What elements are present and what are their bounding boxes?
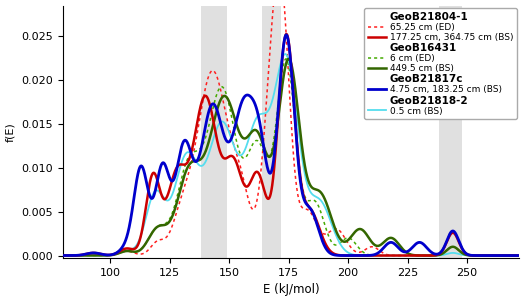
Y-axis label: f(E): f(E) [6,122,16,142]
Legend: GeoB21804-1, 65.25 cm (ED), 177.25 cm, 364.75 cm (BS), GeoB16431, 6 cm (ED), 449: GeoB21804-1, 65.25 cm (ED), 177.25 cm, 3… [364,8,517,119]
Bar [438,5,463,258]
Bar [201,5,227,258]
X-axis label: E (kJ/mol): E (kJ/mol) [262,284,319,297]
Bar [262,5,281,258]
